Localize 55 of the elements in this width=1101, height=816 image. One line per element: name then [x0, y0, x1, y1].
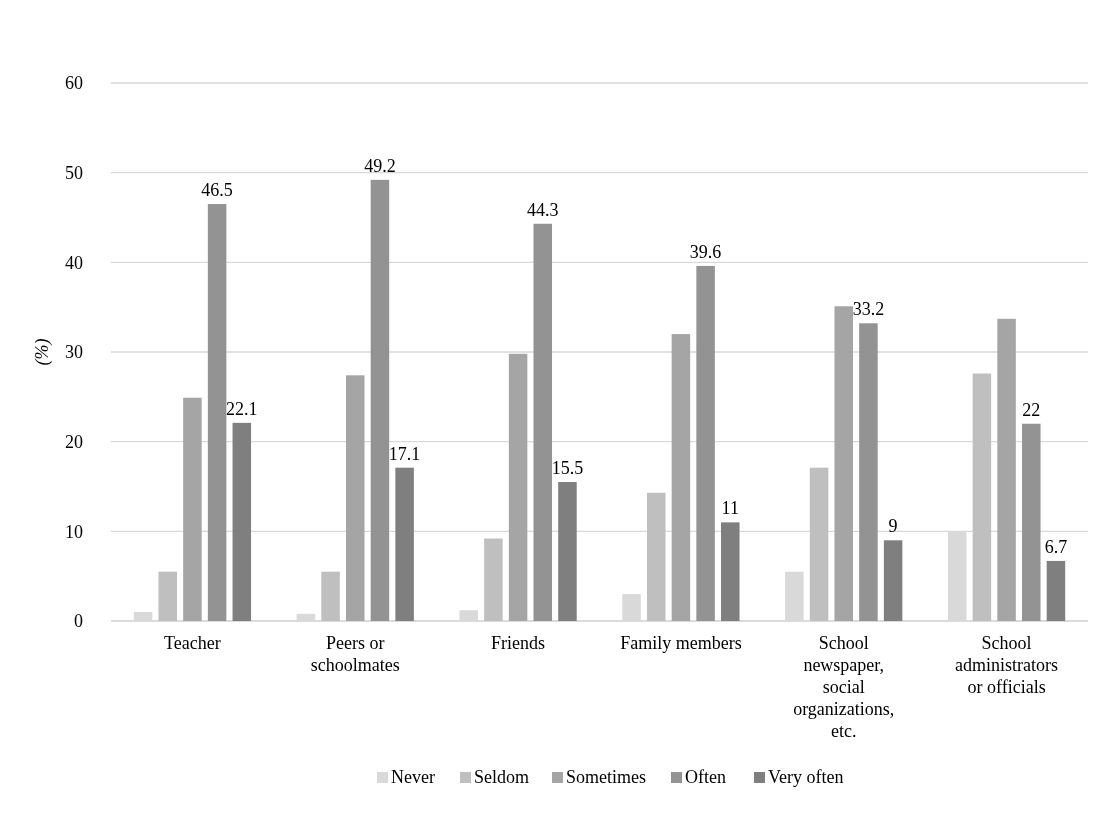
- bar: [395, 467, 414, 621]
- data-label: 39.6: [689, 241, 722, 262]
- y-tick-label: 50: [65, 162, 83, 183]
- bar: [1022, 423, 1041, 621]
- y-tick-label: 30: [65, 342, 83, 363]
- x-tick-label: Teacher: [164, 633, 221, 653]
- data-label: 33.2: [852, 299, 885, 320]
- y-tick-label: 20: [65, 431, 83, 452]
- legend-label: Seldom: [474, 767, 530, 787]
- bar: [859, 323, 878, 621]
- bar: [809, 467, 829, 621]
- data-label: 44.3: [527, 199, 559, 220]
- bar: [972, 373, 992, 621]
- bar: [533, 223, 553, 621]
- data-label: 15.5: [551, 458, 584, 479]
- data-label: 9: [888, 516, 898, 537]
- legend-label: Often: [685, 767, 726, 787]
- data-label: 46.5: [201, 180, 233, 201]
- data-label: 17.1: [388, 443, 421, 464]
- y-tick-label: 0: [74, 611, 83, 632]
- data-label: 22: [1022, 399, 1041, 420]
- legend-label: Very often: [768, 767, 844, 787]
- x-tick-label: Friends: [491, 633, 546, 653]
- bar: [321, 571, 340, 621]
- x-tick-label: Peers or schoolmates: [310, 633, 400, 675]
- bar: [207, 204, 227, 621]
- bar: [508, 353, 528, 621]
- bar: [370, 179, 390, 621]
- bar: [834, 306, 854, 621]
- bar: [1046, 560, 1066, 621]
- bar: [997, 318, 1016, 621]
- y-tick-label: 60: [65, 73, 83, 94]
- data-label: 49.2: [364, 155, 396, 176]
- data-label: 22.1: [226, 398, 258, 419]
- bar: [671, 334, 691, 621]
- bar: [696, 265, 715, 621]
- data-label: 11: [721, 498, 739, 519]
- data-label: 6.7: [1044, 536, 1068, 557]
- x-tick-label: Family members: [620, 633, 742, 653]
- legend-label: Sometimes: [566, 767, 646, 787]
- y-axis-title: (%): [32, 338, 53, 366]
- x-tick-label: School newspaper, social organizations, etc.: [793, 633, 895, 741]
- bar: [345, 375, 365, 621]
- y-tick-label: 10: [65, 521, 83, 542]
- bar: [484, 538, 503, 621]
- bar: [232, 422, 252, 621]
- bar: [183, 397, 202, 621]
- x-tick-label: School administrators or officials: [955, 633, 1059, 697]
- bar: [558, 482, 577, 621]
- bar: [646, 492, 666, 621]
- y-tick-label: 40: [65, 252, 83, 273]
- legend-label: Never: [391, 767, 435, 787]
- bar: [883, 540, 903, 621]
- bar: [721, 522, 740, 621]
- bar: [158, 571, 177, 621]
